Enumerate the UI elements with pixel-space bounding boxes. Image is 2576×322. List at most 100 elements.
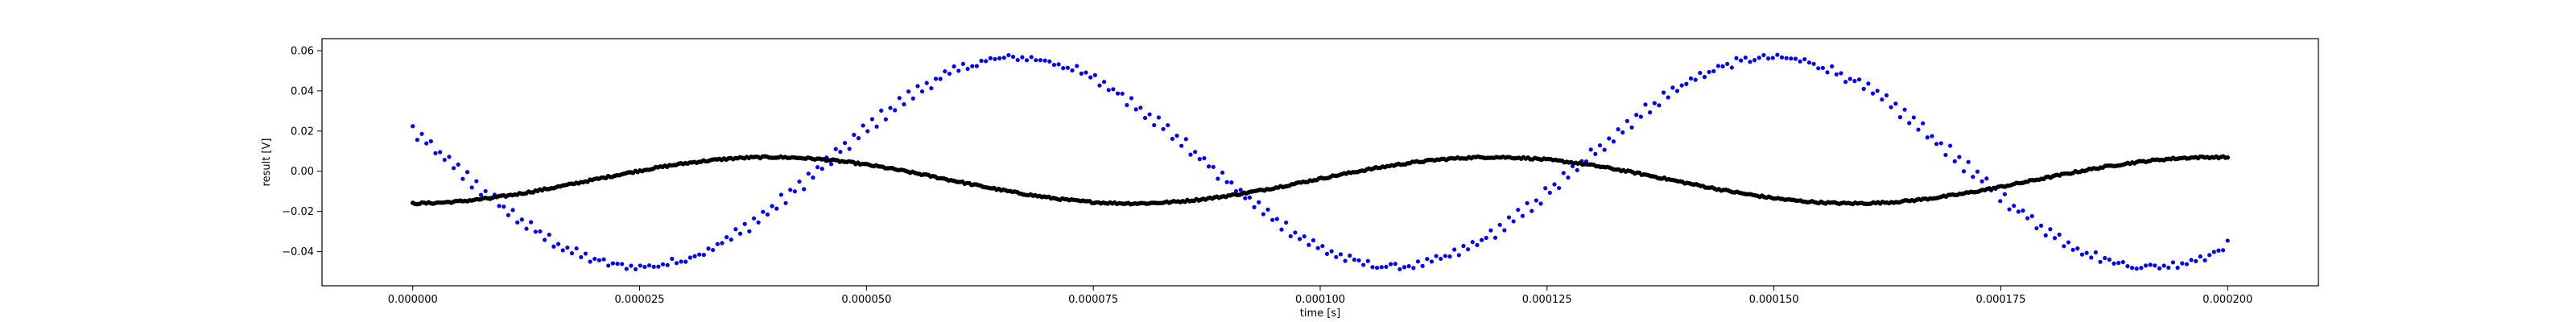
data-point [929,86,934,91]
data-point [1120,91,1125,96]
data-point [1748,60,1752,64]
data-point [1566,175,1571,180]
data-point [1065,65,1070,70]
data-point [456,162,460,167]
data-point [1284,220,1289,225]
data-point [1015,57,1020,63]
data-point [1224,180,1229,184]
data-point [1620,130,1625,135]
data-point [1484,235,1488,241]
data-point [1338,252,1344,257]
data-point [1348,253,1352,258]
data-point [711,247,716,253]
data-point [842,141,848,146]
data-point [1820,65,1825,71]
data-point [1361,262,1366,267]
data-point [952,64,956,69]
data-point [1397,266,1402,272]
data-point [706,246,711,251]
data-point [979,58,984,64]
data-point [1265,207,1270,212]
data-point [1734,56,1739,60]
data-point [1302,234,1307,239]
data-point [1543,186,1548,191]
data-point [1129,96,1134,101]
data-point [1406,264,1411,269]
data-point [2157,266,2162,271]
data-point [411,124,415,129]
data-point [2225,155,2231,160]
data-point [1720,64,1725,69]
data-point [1070,68,1075,73]
data-point [1492,235,1498,240]
data-point [502,204,506,209]
data-point [1029,55,1034,60]
data-point [1789,56,1794,61]
data-point [802,187,807,192]
data-point [770,204,774,208]
data-point [1375,266,1380,270]
data-point [1125,102,1129,108]
data-point [2062,244,2066,249]
data-point [2153,263,2157,268]
data-point [2016,209,2021,214]
data-point [1370,265,1375,270]
data-point [2194,258,2198,264]
data-point [1638,114,1643,119]
data-point [1538,201,1543,206]
data-point [2225,238,2230,243]
data-point [679,259,683,264]
data-point [665,262,670,267]
data-point [1711,68,1716,74]
data-point [533,229,538,234]
data-point [1957,155,1962,159]
data-point [2112,261,2116,266]
data-point [478,192,484,197]
data-point [1024,58,1030,63]
data-point [947,71,952,76]
data-point [811,175,815,180]
data-point [815,165,820,170]
data-point [1611,139,1616,144]
data-point [2066,240,2071,245]
y-tick-label: 0.02 [291,126,314,138]
data-point [729,237,733,242]
data-point [788,188,793,192]
data-point [1961,169,1967,174]
data-point [656,264,661,269]
data-point [2116,261,2121,266]
data-point [1811,61,1816,66]
data-point [1334,254,1339,259]
data-point [1443,254,1447,258]
data-point [538,229,543,234]
data-point [1674,89,1680,93]
data-point [687,255,693,260]
data-point [1847,76,1852,81]
data-point [1343,258,1348,263]
data-point [1488,228,1493,233]
data-point [1106,88,1111,93]
data-point [1561,171,1566,175]
data-point [1902,107,1907,112]
data-point [2002,192,2007,196]
data-point [1657,103,1662,108]
data-point [742,221,747,226]
data-point [2089,255,2094,260]
data-point [993,56,997,61]
data-point [806,171,811,176]
data-point [1425,257,1430,262]
data-point [1743,55,1748,60]
data-point [1856,77,1862,82]
series-layer [410,52,2231,272]
data-point [1088,75,1093,80]
data-point [1115,91,1121,96]
data-point [1662,90,1666,95]
data-point [956,68,961,73]
data-point [1315,246,1320,250]
data-point [883,117,888,122]
data-point [1393,262,1397,266]
data-point [2039,223,2044,228]
data-point [1830,64,1835,68]
data-point [906,89,911,94]
data-point [424,141,429,146]
